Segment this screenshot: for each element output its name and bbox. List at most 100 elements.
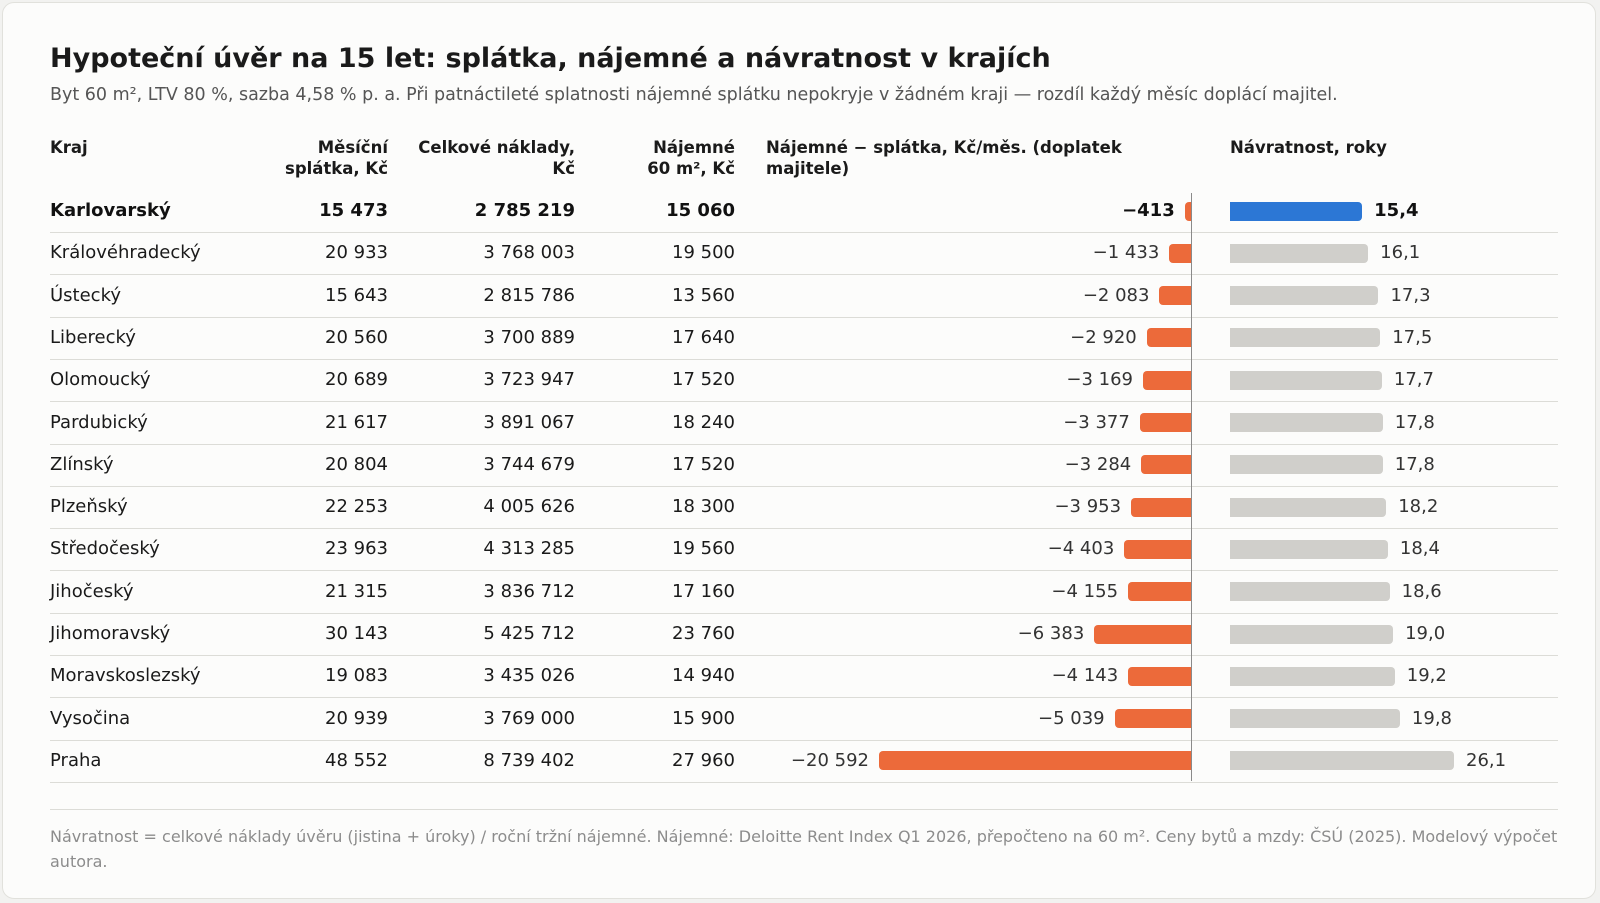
- diff-bar: [1184, 201, 1191, 221]
- rent-cell: 17 520: [672, 369, 735, 391]
- rent-cell: 19 500: [672, 242, 735, 264]
- diff-label: −6 383: [1017, 623, 1085, 644]
- payment-cell: 15 643: [325, 284, 388, 306]
- payback-bar: [1230, 286, 1379, 306]
- diff-label: −3 284: [1064, 453, 1132, 475]
- diff-bar: [1128, 666, 1191, 686]
- rent-cell: 23 760: [672, 623, 735, 644]
- region-cell: Liberecký: [50, 326, 136, 348]
- chart-title: Hypoteční úvěr na 15 let: splátka, nájem…: [50, 43, 1051, 74]
- row-divider: [50, 443, 1558, 445]
- payback-bar: [1230, 582, 1390, 602]
- row-divider: [50, 570, 1558, 572]
- rent-cell: 15 060: [666, 200, 735, 221]
- row-divider: [50, 655, 1558, 656]
- region-cell: Zlínský: [50, 453, 114, 475]
- row-divider: [50, 485, 1558, 487]
- total-cell: 2 785 219: [474, 200, 575, 221]
- region-cell: Praha: [50, 749, 102, 771]
- header-total-line2: Kč: [552, 159, 575, 178]
- payback-bar: [1230, 751, 1454, 771]
- header-diff-line2: majitele): [766, 159, 850, 178]
- payback-label: 17,8: [1394, 453, 1435, 475]
- rent-cell: 27 960: [672, 749, 735, 771]
- payback-bar: [1230, 539, 1388, 559]
- region-cell: Královéhradecký: [50, 242, 201, 264]
- rent-cell: 19 560: [672, 538, 735, 560]
- region-cell: Olomoucký: [50, 369, 151, 391]
- total-cell: 8 739 402: [483, 749, 575, 771]
- payback-label: 18,2: [1398, 496, 1439, 518]
- row-divider: [50, 358, 1558, 360]
- row-divider: [50, 781, 1558, 783]
- region-cell: Vysočina: [50, 707, 131, 729]
- payment-cell: 20 804: [325, 453, 388, 475]
- rent-cell: 18 240: [672, 411, 735, 433]
- payment-cell: 48 552: [325, 749, 388, 771]
- diff-label: −2 083: [1082, 284, 1150, 306]
- payback-label: 19,0: [1405, 623, 1446, 644]
- total-cell: 3 768 003: [483, 242, 575, 264]
- diff-bar: [1114, 709, 1191, 729]
- payback-label: 17,8: [1394, 411, 1435, 433]
- payback-label: 26,1: [1466, 749, 1507, 771]
- row-divider: [50, 232, 1558, 233]
- diff-label: −5 039: [1038, 707, 1105, 729]
- header-payback: Návratnost, roky: [1230, 138, 1387, 157]
- payback-label: 19,2: [1406, 665, 1447, 687]
- region-cell: Středočeský: [50, 538, 160, 560]
- payment-cell: 20 939: [325, 707, 388, 729]
- diff-label: −4 403: [1047, 538, 1115, 560]
- rent-cell: 13 560: [672, 284, 735, 306]
- region-cell: Jihomoravský: [50, 623, 171, 644]
- row-divider: [50, 739, 1558, 741]
- row-divider: [50, 528, 1558, 530]
- rent-cell: 17 520: [672, 453, 735, 475]
- payback-bar: [1230, 328, 1381, 348]
- total-cell: 3 891 067: [483, 411, 575, 433]
- diff-bar: [879, 751, 1191, 771]
- payback-bar: [1230, 201, 1363, 221]
- header-rent: Nájemné 60 m², Kč: [603, 137, 735, 179]
- payment-cell: 21 315: [325, 580, 388, 602]
- payment-cell: 30 143: [325, 623, 388, 644]
- header-diff-line1: Nájemné − splátka, Kč/měs. (doplatek: [766, 138, 1122, 157]
- header-total: Celkové náklady, Kč: [393, 137, 575, 179]
- diff-bar: [1146, 328, 1191, 348]
- row-divider: [50, 274, 1558, 276]
- total-cell: 3 723 947: [483, 369, 575, 391]
- row-divider: [50, 612, 1558, 614]
- rent-cell: 17 160: [672, 580, 735, 602]
- payment-cell: 21 617: [325, 411, 388, 433]
- header-payment: Měsíční splátka, Kč: [233, 137, 388, 179]
- payment-cell: 20 689: [325, 369, 388, 391]
- rent-cell: 15 900: [672, 707, 735, 729]
- total-cell: 3 836 712: [483, 580, 575, 602]
- diff-bar: [1142, 370, 1191, 390]
- payback-label: 19,8: [1411, 707, 1452, 729]
- region-cell: Pardubický: [50, 411, 148, 433]
- region-cell: Plzeňský: [50, 496, 128, 518]
- diff-bar: [1094, 624, 1191, 644]
- diff-bar: [1131, 497, 1191, 517]
- chart-subtitle: Byt 60 m², LTV 80 %, sazba 4,58 % p. a. …: [50, 85, 1338, 105]
- diff-label: −3 953: [1054, 496, 1122, 518]
- payback-bar: [1230, 709, 1400, 729]
- region-cell: Moravskoslezský: [50, 665, 201, 687]
- source-note: Návratnost = celkové náklady úvěru (jist…: [50, 827, 1558, 871]
- payback-bar: [1230, 243, 1369, 263]
- rent-cell: 17 640: [672, 326, 735, 348]
- diff-label: −3 377: [1063, 411, 1130, 433]
- region-cell: Karlovarský: [50, 200, 171, 221]
- payback-label: 17,5: [1392, 326, 1433, 348]
- payment-cell: 20 933: [325, 242, 388, 264]
- row-divider: [50, 401, 1558, 403]
- header-payment-line1: Měsíční: [317, 138, 388, 157]
- header-rent-line1: Nájemné: [653, 138, 735, 157]
- header-diff: Nájemné − splátka, Kč/měs. (doplatek maj…: [766, 137, 1186, 179]
- total-cell: 4 005 626: [483, 496, 575, 518]
- payback-bar: [1230, 666, 1395, 686]
- payback-label: 16,1: [1380, 242, 1421, 264]
- diff-label: −1 433: [1092, 242, 1160, 264]
- diff-zero-axis: [1191, 193, 1192, 781]
